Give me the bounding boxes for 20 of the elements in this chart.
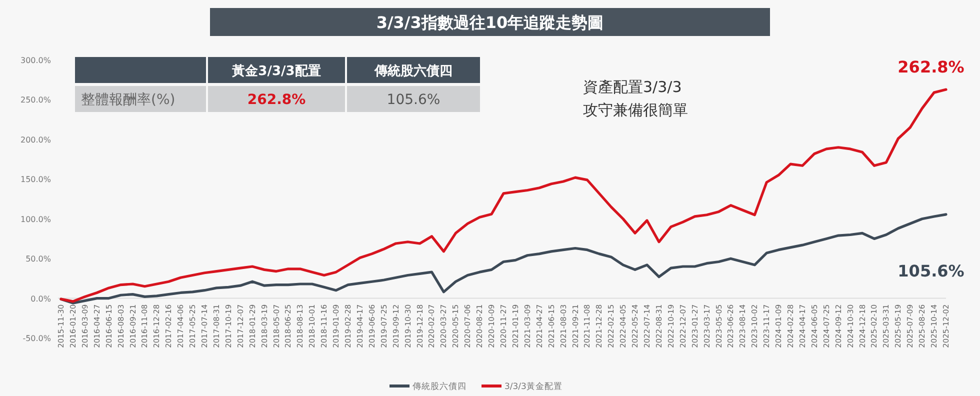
legend-label: 3/3/3黃金配置 bbox=[504, 382, 562, 392]
annotation: 105.6% bbox=[898, 261, 964, 280]
ytick: 50.0% bbox=[26, 254, 51, 264]
ytick: 100.0% bbox=[20, 214, 51, 224]
annotation: 攻守兼備很簡單 bbox=[583, 101, 688, 119]
table-cell: 262.8% bbox=[247, 92, 306, 108]
ytick: 300.0% bbox=[20, 56, 51, 65]
ytick: 150.0% bbox=[20, 175, 51, 184]
legend-label: 傳統股六債四 bbox=[412, 382, 466, 392]
title: 3/3/3指數過往10年追蹤走勢圖 bbox=[376, 13, 604, 32]
table-cell: 整體報酬率(%) bbox=[81, 92, 176, 108]
ytick: 0.0% bbox=[30, 294, 51, 304]
annotation: 262.8% bbox=[898, 58, 964, 77]
table-cell: 105.6% bbox=[386, 92, 440, 108]
ytick: 200.0% bbox=[20, 135, 51, 144]
table-cell: 黃金3/3/3配置 bbox=[232, 64, 321, 79]
annotation: 資產配置3/3/3 bbox=[583, 78, 682, 96]
ytick: -50.0% bbox=[22, 334, 51, 343]
table-cell: 傳統股六債四 bbox=[374, 64, 452, 79]
ytick: 250.0% bbox=[20, 96, 51, 105]
